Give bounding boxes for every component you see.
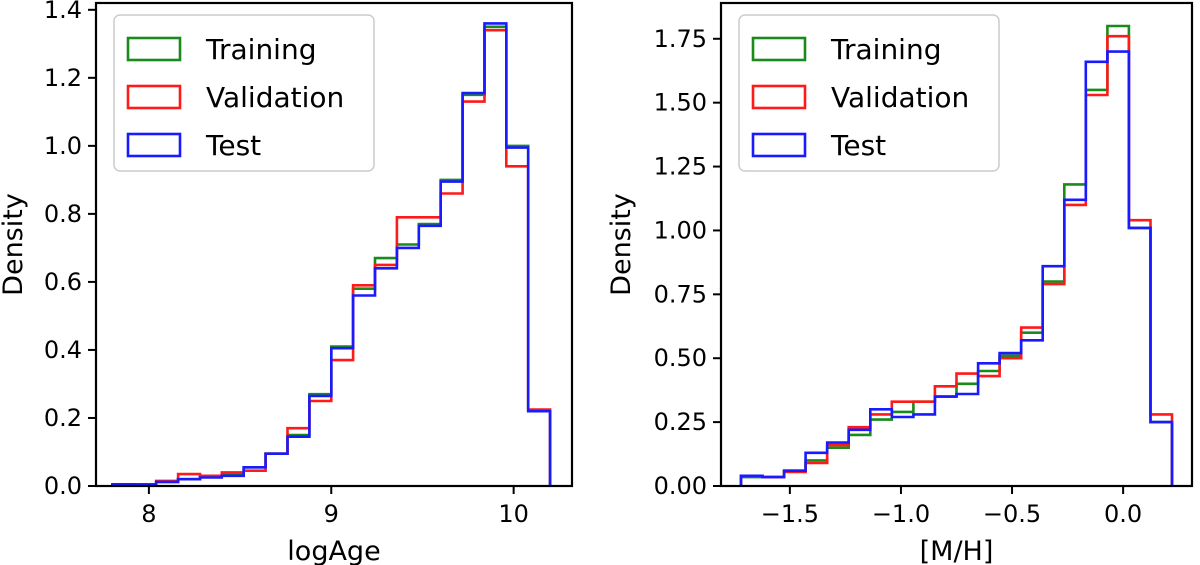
legend-swatch-validation <box>126 84 182 110</box>
y-tick-label: 0.6 <box>44 268 82 296</box>
axes-frame <box>94 1 574 488</box>
y-tick-label: 1.75 <box>654 25 707 53</box>
x-tick-label: −1.0 <box>872 500 930 528</box>
y-tick-label: 0.25 <box>654 408 707 436</box>
legend-label-training: Training <box>830 33 941 66</box>
legend-label-validation: Validation <box>206 81 344 114</box>
y-tick-label: 1.25 <box>654 153 707 181</box>
x-tick-label: 8 <box>141 500 156 528</box>
chart-panel-2: −1.5 −1.0 −0.5 0.0 0.00 0.25 0.50 0.75 1.00 1.25 1… <box>606 1 1194 565</box>
legend-label-training: Training <box>205 33 316 66</box>
y-tick-label: 1.4 <box>44 0 82 24</box>
y-tick-label: 1.50 <box>654 89 707 117</box>
histogram-series-test <box>111 22 552 486</box>
y-axis-label: Density <box>606 193 637 296</box>
y-tick-label: 0.8 <box>44 200 82 228</box>
x-tick-label: 10 <box>498 500 529 528</box>
y-tick-label: 1.0 <box>44 132 82 160</box>
legend-label-test: Test <box>830 129 886 162</box>
chart-panel-1: 8 9 10 0.0 0.2 0.4 0.6 0.8 1.0 1.2 1.4 logAge Densit… <box>0 0 574 565</box>
x-tick-label: 9 <box>324 500 339 528</box>
legend: Training Validation Test <box>738 14 1000 172</box>
histogram-series-test <box>739 50 1174 486</box>
legend-swatch-test <box>751 132 807 158</box>
legend-label-test: Test <box>205 129 261 162</box>
y-axis-label: Density <box>0 193 29 296</box>
x-tick-label: −0.5 <box>983 500 1041 528</box>
legend: Training Validation Test <box>113 14 375 172</box>
legend-swatch-training <box>126 36 182 62</box>
legend-label-validation: Validation <box>831 81 969 114</box>
y-tick-label: 0.0 <box>44 472 82 500</box>
y-tick-label: 1.2 <box>44 64 82 92</box>
legend-swatch-training <box>751 36 807 62</box>
y-tick-label: 1.00 <box>654 216 707 244</box>
legend-swatch-test <box>126 132 182 158</box>
y-tick-label: 0.00 <box>654 472 707 500</box>
x-tick-label: 0.0 <box>1104 500 1142 528</box>
x-tick-label: −1.5 <box>761 500 819 528</box>
x-axis-label: [M/H] <box>920 536 994 565</box>
y-tick-label: 0.2 <box>44 404 82 432</box>
legend-swatch-validation <box>751 84 807 110</box>
y-tick-label: 0.75 <box>654 280 707 308</box>
y-tick-label: 0.50 <box>654 344 707 372</box>
axes-frame <box>719 1 1194 488</box>
x-axis-label: logAge <box>287 536 380 565</box>
y-tick-label: 0.4 <box>44 336 82 364</box>
